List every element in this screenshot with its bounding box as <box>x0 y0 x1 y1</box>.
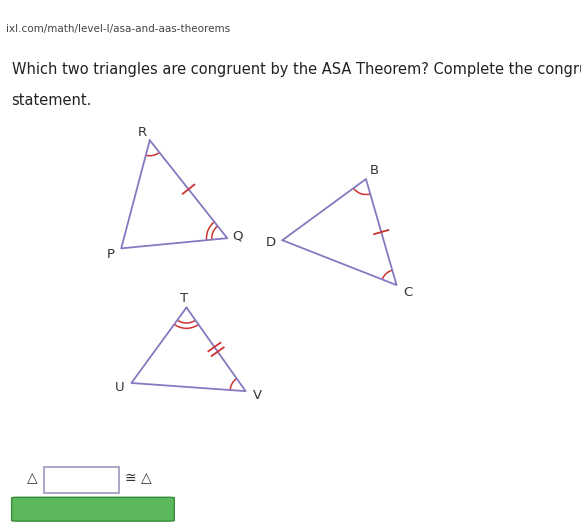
Text: R: R <box>138 127 147 140</box>
Text: Which two triangles are congruent by the ASA Theorem? Complete the congruence: Which two triangles are congruent by the… <box>12 62 581 77</box>
Text: △: △ <box>27 471 37 485</box>
FancyBboxPatch shape <box>44 467 119 493</box>
Text: ixl.com/math/level-l/asa-and-aas-theorems: ixl.com/math/level-l/asa-and-aas-theorem… <box>6 24 230 34</box>
Text: T: T <box>180 292 188 305</box>
Text: ≅ △: ≅ △ <box>125 471 152 485</box>
Text: Q: Q <box>232 230 243 243</box>
Text: C: C <box>403 286 413 299</box>
Text: V: V <box>253 389 261 402</box>
Text: U: U <box>115 381 125 394</box>
Text: D: D <box>266 236 276 249</box>
Text: P: P <box>107 248 115 261</box>
Text: B: B <box>370 164 379 177</box>
FancyBboxPatch shape <box>12 497 174 521</box>
Text: statement.: statement. <box>12 93 92 108</box>
